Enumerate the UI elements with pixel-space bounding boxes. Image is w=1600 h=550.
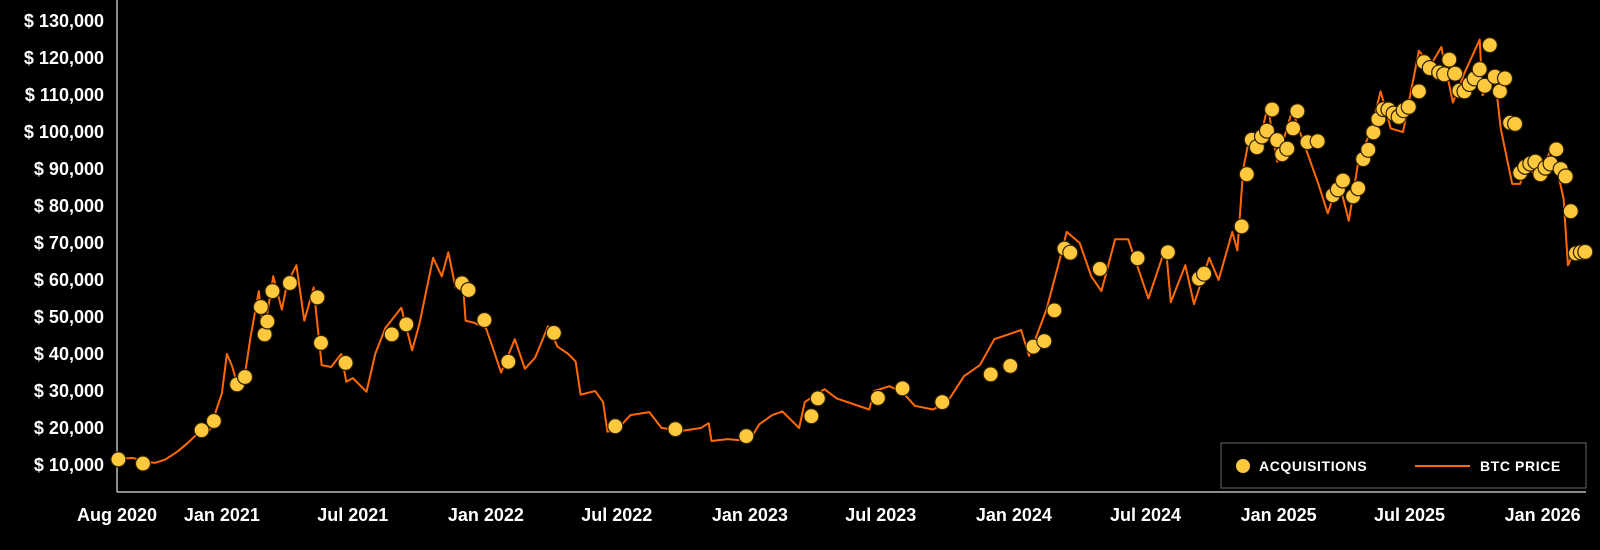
acquisition-dot bbox=[460, 281, 477, 299]
acquisition-dot bbox=[1400, 98, 1417, 116]
y-tick-label: $ 110,000 bbox=[25, 85, 104, 105]
acquisition-dot bbox=[309, 289, 326, 306]
acquisition-dot bbox=[1350, 180, 1367, 197]
x-tick-label: Jan 2025 bbox=[1241, 505, 1317, 525]
y-tick-label: $ 90,000 bbox=[34, 159, 104, 179]
acquisition-dot bbox=[1481, 36, 1498, 54]
acquisition-dot bbox=[398, 316, 415, 333]
acquisition-dot bbox=[281, 274, 298, 292]
acquisition-dot bbox=[738, 428, 755, 445]
legend-acquisitions-label: ACQUISITIONS bbox=[1259, 458, 1367, 474]
x-tick-label: Jul 2021 bbox=[317, 505, 388, 525]
x-tick-label: Jan 2022 bbox=[448, 505, 524, 525]
acquisition-dot bbox=[1334, 172, 1352, 189]
y-tick-label: $ 20,000 bbox=[34, 418, 104, 438]
acquisition-dot bbox=[1446, 65, 1464, 82]
acquisition-dot bbox=[1476, 77, 1493, 94]
acquisition-dot bbox=[110, 451, 127, 468]
acquisition-dot bbox=[1548, 141, 1565, 158]
acquisition-dot bbox=[982, 366, 999, 383]
acquisition-dot bbox=[1309, 133, 1326, 150]
acquisition-dot bbox=[236, 368, 254, 386]
acquisition-dot bbox=[1471, 61, 1488, 78]
y-tick-label: $ 80,000 bbox=[34, 196, 104, 216]
acquisition-dot bbox=[252, 298, 269, 316]
acquisition-dot bbox=[476, 311, 493, 329]
acquisition-dot bbox=[934, 394, 951, 411]
y-axis-ticks: $ 10,000 $ 20,000 $ 30,000 $ 40,000 $ 50,000… bbox=[24, 11, 104, 475]
acquisition-dot bbox=[1410, 83, 1428, 100]
acquisition-dot bbox=[1441, 51, 1458, 68]
y-tick-label: $ 60,000 bbox=[34, 270, 104, 290]
acquisition-dot bbox=[1258, 122, 1276, 139]
acquisition-dot bbox=[205, 412, 222, 430]
acquisition-dot bbox=[312, 334, 330, 351]
acquisition-dot bbox=[1062, 244, 1079, 261]
acquisition-dot bbox=[383, 326, 400, 343]
y-tick-label: $ 130,000 bbox=[24, 11, 104, 31]
x-tick-label: Aug 2020 bbox=[77, 505, 157, 525]
acquisition-dot bbox=[1091, 260, 1109, 277]
acquisition-dot bbox=[809, 390, 827, 407]
acquisition-dot bbox=[193, 422, 210, 439]
acquisition-dot bbox=[259, 313, 276, 330]
acquisition-dot bbox=[134, 455, 152, 472]
y-tick-label: $ 10,000 bbox=[34, 455, 104, 475]
y-tick-label: $ 30,000 bbox=[34, 381, 104, 401]
legend: ACQUISITIONS BTC PRICE bbox=[1220, 442, 1587, 489]
x-tick-label: Jul 2022 bbox=[581, 505, 652, 525]
legend-btc-price-label: BTC PRICE bbox=[1480, 458, 1561, 474]
acquisition-dot bbox=[337, 354, 354, 371]
acquisition-dot bbox=[1557, 168, 1574, 185]
acquisition-dot bbox=[1159, 244, 1177, 261]
y-tick-label: $ 40,000 bbox=[34, 344, 104, 364]
acquisition-dot bbox=[894, 380, 911, 397]
x-tick-label: Jan 2024 bbox=[976, 505, 1052, 525]
acquisition-dot bbox=[1496, 70, 1514, 87]
y-tick-label: $ 120,000 bbox=[24, 48, 104, 68]
acquisition-dot bbox=[1263, 101, 1281, 118]
acquisition-dot bbox=[1506, 115, 1524, 133]
acquisition-dot bbox=[1046, 302, 1063, 319]
acquisition-dot bbox=[1002, 357, 1019, 374]
acquisition-dot bbox=[1284, 120, 1302, 137]
acquisition-dot bbox=[545, 324, 563, 341]
acquisition-dot bbox=[264, 283, 281, 300]
y-tick-label: $ 70,000 bbox=[34, 233, 104, 253]
x-tick-label: Jul 2025 bbox=[1374, 505, 1445, 525]
acquisition-dot bbox=[1238, 166, 1255, 183]
acquisition-dot bbox=[607, 418, 624, 435]
acquisition-dot bbox=[667, 421, 684, 438]
acquisition-dot bbox=[500, 353, 517, 370]
acquisition-dot bbox=[1562, 203, 1579, 220]
x-tick-label: Jul 2024 bbox=[1110, 505, 1181, 525]
acquisition-dot bbox=[1233, 218, 1250, 235]
x-tick-label: Jan 2021 bbox=[184, 505, 260, 525]
acquisition-dot bbox=[1577, 243, 1594, 260]
y-tick-label: $ 100,000 bbox=[24, 122, 104, 142]
acquisition-dot bbox=[803, 408, 820, 425]
legend-box bbox=[1220, 442, 1587, 489]
acquisition-dot bbox=[1129, 250, 1146, 267]
acquisition-dot bbox=[869, 389, 887, 407]
legend-acquisitions-dot-icon bbox=[1236, 459, 1250, 473]
x-tick-label: Jan 2026 bbox=[1505, 505, 1581, 525]
x-tick-label: Jan 2023 bbox=[712, 505, 788, 525]
x-axis-ticks: Aug 2020 Jan 2021 Jul 2021 Jan 2022 Jul 2022… bbox=[77, 505, 1581, 525]
acquisition-dots bbox=[110, 36, 1594, 472]
acquisition-dot bbox=[1195, 265, 1213, 282]
acquisition-dot bbox=[1279, 140, 1296, 157]
acquisition-dot bbox=[1036, 333, 1053, 350]
acquisition-dot bbox=[1360, 141, 1377, 158]
acquisition-dot bbox=[1289, 103, 1306, 120]
y-tick-label: $ 50,000 bbox=[34, 307, 104, 327]
x-tick-label: Jul 2023 bbox=[845, 505, 916, 525]
